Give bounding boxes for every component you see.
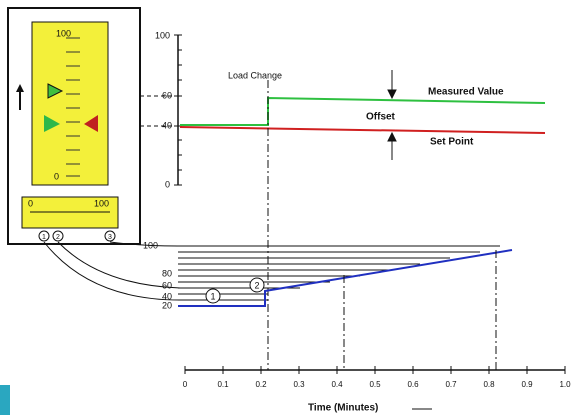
x-tick-label: 0.5 bbox=[369, 380, 381, 389]
indicator-scale bbox=[32, 22, 108, 185]
output-min-label: 0 bbox=[28, 198, 33, 208]
x-tick-label: 0.6 bbox=[407, 380, 419, 389]
x-tick-label: 0.1 bbox=[217, 380, 229, 389]
x-tick-label: 0.3 bbox=[293, 380, 305, 389]
set-point-line bbox=[180, 127, 545, 133]
lower-y-tick-label: 20 bbox=[162, 300, 172, 310]
hatch-lines bbox=[178, 246, 500, 300]
marker-label: 1 bbox=[210, 291, 215, 301]
load-change-label: Load Change bbox=[228, 70, 282, 80]
scale-bottom-label: 0 bbox=[54, 171, 59, 181]
upper-y-tick-label: 60 bbox=[162, 90, 172, 100]
x-tick-label: 1.0 bbox=[559, 380, 571, 389]
scale-top-label: 100 bbox=[56, 28, 71, 38]
measured-value-label: Measured Value bbox=[428, 87, 504, 98]
edge-fragment bbox=[0, 385, 10, 415]
lower-y-tick-label: 60 bbox=[162, 280, 172, 290]
x-tick-label: 0.9 bbox=[521, 380, 533, 389]
x-tick-label: 0.7 bbox=[445, 380, 457, 389]
offset-label: Offset bbox=[366, 112, 396, 123]
jack-label: 2 bbox=[56, 234, 60, 241]
output-max-label: 100 bbox=[94, 198, 109, 208]
marker-label: 2 bbox=[254, 280, 259, 290]
x-tick-label: 0.8 bbox=[483, 380, 495, 389]
jack-label: 1 bbox=[42, 234, 46, 241]
jack-label: 3 bbox=[108, 234, 112, 241]
x-tick-label: 0.4 bbox=[331, 380, 343, 389]
x-tick-label: 0.2 bbox=[255, 380, 267, 389]
measured-value-line bbox=[180, 98, 545, 125]
upper-y-tick-label: 100 bbox=[155, 30, 170, 40]
diagram: 100 0 0 100 1 2 3 100 60 40 0 Load Chang… bbox=[0, 0, 575, 419]
upper-y-tick-label: 40 bbox=[162, 120, 172, 130]
page: {"faceplate": {"scale_top": "100", "scal… bbox=[0, 0, 575, 419]
x-tick-label: 0 bbox=[183, 380, 188, 389]
x-axis-label: Time (Minutes) bbox=[308, 403, 378, 414]
set-point-label: Set Point bbox=[430, 137, 474, 148]
upper-y-tick-label: 0 bbox=[165, 179, 170, 189]
lower-y-tick-label: 80 bbox=[162, 268, 172, 278]
lower-y-tick-label: 100 bbox=[143, 240, 158, 250]
